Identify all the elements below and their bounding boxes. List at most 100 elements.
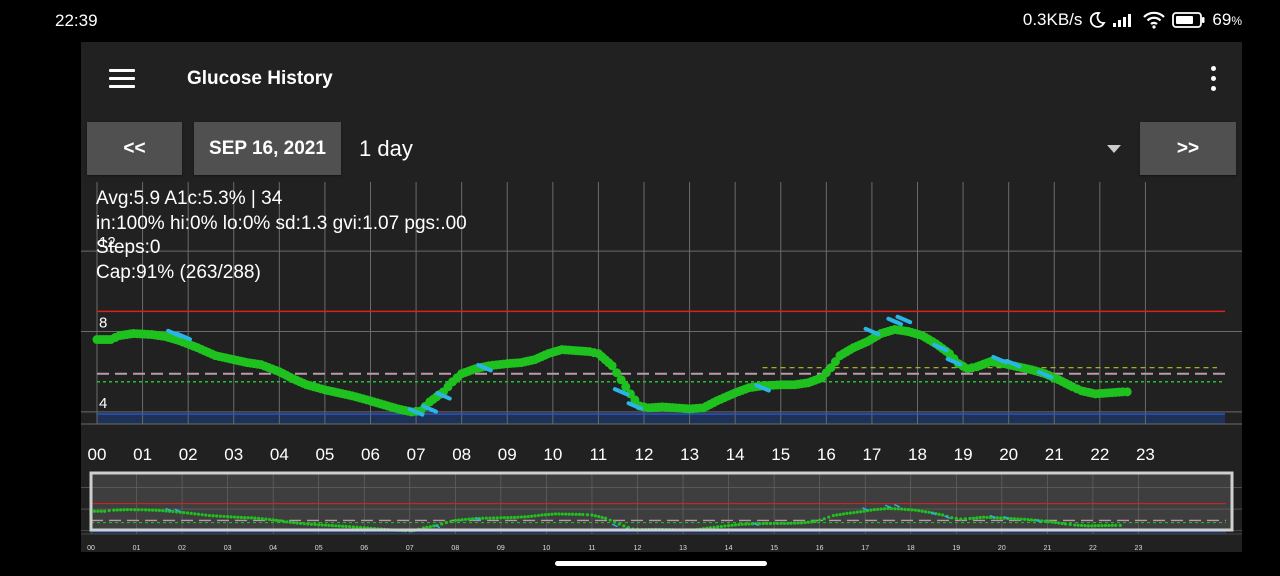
glucose-point	[253, 516, 257, 520]
glucose-point	[761, 521, 765, 526]
moon-icon	[1088, 11, 1106, 29]
raw-reading-point	[1035, 519, 1042, 523]
glucose-point	[577, 512, 582, 517]
next-day-button[interactable]: >>	[1140, 122, 1236, 175]
glucose-point	[164, 509, 168, 513]
glucose-point	[765, 521, 769, 526]
glucose-point	[818, 518, 822, 522]
raw-reading-point	[612, 387, 630, 397]
glucose-point	[590, 513, 594, 517]
glucose-point	[502, 516, 506, 520]
hamburger-menu-icon[interactable]	[103, 64, 139, 94]
glucose-chart[interactable]: 4 8 12 00 01 02 03 04 05 06 07 08 09 10 11 12 13 14 15 16 17…	[81, 42, 1242, 462]
range-dropdown[interactable]: 1 day	[351, 122, 1121, 175]
y-tick-label: 8	[99, 315, 107, 332]
glucose-point	[574, 512, 578, 516]
x-tick-label: 22	[1090, 445, 1109, 462]
glucose-point	[616, 375, 626, 385]
glucose-point	[813, 519, 817, 524]
x-tick-label: 01	[133, 445, 152, 462]
glucose-point	[481, 516, 485, 520]
glucose-point	[274, 518, 279, 522]
glucose-point	[157, 508, 161, 512]
x-tick-label: 13	[680, 445, 699, 462]
glucose-point	[822, 517, 826, 521]
glucose-point	[271, 518, 275, 522]
glucose-point	[893, 507, 897, 511]
range-value: 1 day	[359, 136, 413, 161]
glucose-point	[260, 517, 264, 521]
glucose-point	[125, 507, 130, 512]
glucose-point	[1009, 516, 1013, 521]
glucose-point	[467, 517, 471, 521]
date-picker-button[interactable]: SEP 16, 2021	[194, 122, 341, 175]
glucose-point	[604, 516, 608, 520]
glucose-point	[215, 514, 219, 518]
more-vertical-icon[interactable]	[1198, 62, 1228, 96]
glucose-point	[862, 509, 866, 513]
app-window: Glucose History << SEP 16, 2021 1 day >>…	[81, 42, 1242, 552]
x-tick-label: 19	[954, 445, 973, 462]
glucose-point	[516, 515, 520, 519]
raw-reading-point	[475, 517, 482, 521]
x-tick-label: 03	[224, 545, 232, 552]
status-time: 22:39	[55, 11, 98, 30]
glucose-point	[484, 516, 488, 520]
x-tick-label: 19	[952, 545, 960, 552]
glucose-point	[607, 361, 617, 371]
glucose-point	[1079, 523, 1084, 528]
glucose-point	[852, 510, 856, 515]
raw-reading-point	[991, 354, 1008, 365]
glucose-point	[747, 522, 751, 526]
raw-reading-point	[1004, 358, 1022, 369]
y-tick-label: 4	[99, 395, 107, 412]
glucose-point	[463, 517, 468, 522]
glucose-point	[848, 511, 853, 515]
glucose-point	[243, 515, 247, 520]
glucose-point	[278, 519, 282, 523]
glucose-point	[211, 514, 215, 518]
raw-reading-point	[175, 331, 192, 342]
glucose-point	[355, 525, 359, 529]
glucose-point	[1068, 522, 1072, 527]
glucose-point	[1122, 387, 1132, 397]
x-tick-label: 21	[1043, 545, 1051, 552]
x-tick-label: 09	[498, 445, 517, 462]
battery-percent: 69%	[1212, 10, 1242, 30]
preview-viewport-frame	[89, 471, 1234, 532]
glucose-point	[593, 514, 597, 518]
glucose-point	[723, 524, 727, 528]
glucose-point	[1110, 523, 1114, 527]
glucose-point	[1057, 521, 1061, 525]
glucose-point	[341, 524, 345, 528]
glucose-point	[985, 515, 989, 519]
x-tick-label: 10	[543, 445, 562, 462]
raw-reading-point	[174, 508, 181, 513]
glucose-point	[519, 515, 523, 519]
x-tick-label: 09	[497, 545, 505, 552]
glucose-point	[550, 512, 554, 516]
x-tick-label: 02	[179, 445, 198, 462]
page-title: Glucose History	[187, 68, 333, 89]
home-indicator[interactable]	[555, 561, 767, 566]
glucose-point	[196, 512, 201, 516]
battery-unit: %	[1231, 14, 1242, 28]
preview-chart[interactable]: 00 01 02 03 04 05 06 07 08 09 10 11 12 13 14 15 16 17 18 19…	[81, 42, 1242, 552]
raw-reading-point	[754, 383, 771, 393]
x-tick-label: 22	[1089, 545, 1097, 552]
glucose-point	[92, 509, 97, 513]
glucose-point	[950, 516, 954, 520]
glucose-point	[553, 512, 558, 516]
glucose-point	[193, 512, 197, 516]
x-tick-label: 13	[679, 545, 687, 552]
previous-day-button[interactable]: <<	[87, 122, 182, 175]
x-tick-label: 16	[816, 545, 824, 552]
glucose-point	[1012, 517, 1016, 521]
glucose-point	[239, 515, 243, 520]
battery-icon	[1172, 12, 1206, 28]
glucose-point	[613, 520, 617, 524]
glucose-point	[712, 525, 716, 529]
glucose-point	[204, 513, 208, 517]
glucose-point	[831, 513, 835, 518]
glucose-point	[1097, 524, 1101, 528]
